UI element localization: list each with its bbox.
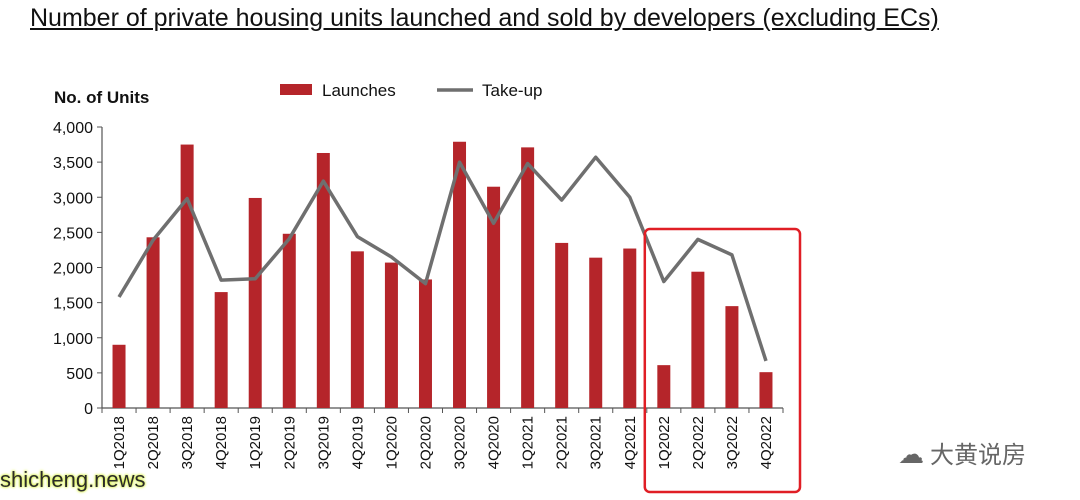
y-tick-label: 0 bbox=[84, 401, 93, 418]
x-tick-label: 1Q2021 bbox=[520, 416, 537, 469]
bar-launches-2Q2020 bbox=[418, 279, 432, 408]
bar-launches-1Q2022 bbox=[657, 365, 671, 408]
bar-launches-1Q2021 bbox=[521, 147, 535, 408]
bar-launches-3Q2021 bbox=[589, 257, 603, 408]
legend-swatch-launches bbox=[280, 84, 312, 95]
y-tick-label: 3,500 bbox=[53, 155, 93, 172]
x-tick-label: 3Q2021 bbox=[588, 416, 605, 469]
bar-launches-4Q2018 bbox=[214, 292, 228, 408]
bar-launches-2Q2018 bbox=[146, 237, 160, 408]
x-tick-label: 2Q2019 bbox=[281, 416, 298, 469]
bar-launches-3Q2018 bbox=[180, 144, 194, 408]
y-axis-label: No. of Units bbox=[54, 88, 149, 107]
x-tick-label: 3Q2022 bbox=[724, 416, 741, 469]
y-tick-label: 500 bbox=[66, 366, 93, 383]
bar-launches-1Q2020 bbox=[384, 262, 398, 408]
x-tick-label: 2Q2020 bbox=[417, 416, 434, 469]
x-tick-label: 3Q2018 bbox=[179, 416, 196, 469]
take-up-line-layer bbox=[117, 155, 768, 362]
watermark-left: shicheng.news bbox=[0, 467, 146, 492]
x-tick-label: 4Q2022 bbox=[758, 416, 775, 469]
y-tick-label: 2,000 bbox=[53, 261, 93, 278]
x-tick-label: 2Q2022 bbox=[690, 416, 707, 469]
wechat-icon: ☁ bbox=[898, 439, 924, 469]
bar-launches-3Q2022 bbox=[725, 306, 739, 408]
y-tick-label: 4,000 bbox=[53, 120, 93, 137]
x-tick-label: 2Q2018 bbox=[145, 416, 162, 469]
bar-launches-1Q2019 bbox=[248, 197, 262, 408]
watermark-right: ☁ 大黄说房 bbox=[898, 435, 1026, 470]
line-take-up bbox=[117, 155, 768, 362]
y-tick-label: 1,000 bbox=[53, 331, 93, 348]
legend: Launches Take-up bbox=[280, 81, 542, 100]
highlight-box bbox=[643, 227, 802, 494]
bar-launches-2Q2022 bbox=[691, 271, 705, 408]
x-tick-label: 1Q2019 bbox=[247, 416, 264, 469]
y-tick-label: 2,500 bbox=[53, 225, 93, 242]
x-tick-label: 4Q2019 bbox=[349, 416, 366, 469]
x-tick-label: 1Q2020 bbox=[383, 416, 400, 469]
y-tick-label: 3,000 bbox=[53, 190, 93, 207]
x-tick-label: 4Q2021 bbox=[622, 416, 639, 469]
highlight-layer bbox=[643, 227, 802, 494]
axes: 0 500 1,000 1,500 2,000 2,500 3,000 3,500 4,000 bbox=[53, 120, 784, 418]
x-tick-label: 3Q2020 bbox=[452, 416, 469, 469]
bar-launches-4Q2022 bbox=[759, 372, 773, 408]
x-tick-labels: 1Q2018 2Q2018 3Q2018 4Q2018 1Q2019 2Q2019 3Q20… bbox=[111, 416, 775, 469]
chart-title: Number of private housing units launched… bbox=[30, 4, 939, 32]
bar-launches-2Q2021 bbox=[555, 242, 569, 408]
bar-launches-1Q2018 bbox=[112, 344, 126, 408]
bar-launches-4Q2019 bbox=[350, 251, 364, 408]
watermark-right-text: 大黄说房 bbox=[930, 442, 1026, 469]
x-tick-label: 4Q2018 bbox=[213, 416, 230, 469]
bar-launches-3Q2020 bbox=[453, 141, 467, 408]
x-tick-label: 4Q2020 bbox=[486, 416, 503, 469]
x-tick-label: 1Q2018 bbox=[111, 416, 128, 469]
x-tick-label: 1Q2022 bbox=[656, 416, 673, 469]
launches-bars bbox=[112, 141, 773, 408]
legend-label-take-up: Take-up bbox=[482, 81, 542, 100]
bar-launches-4Q2020 bbox=[487, 186, 501, 408]
legend-label-launches: Launches bbox=[322, 81, 396, 100]
bar-launches-3Q2019 bbox=[316, 152, 330, 408]
x-tick-label: 3Q2019 bbox=[315, 416, 332, 469]
bar-launches-4Q2021 bbox=[623, 248, 637, 408]
x-tick-label: 2Q2021 bbox=[554, 416, 571, 469]
y-tick-label: 1,500 bbox=[53, 296, 93, 313]
bar-launches-2Q2019 bbox=[282, 233, 296, 408]
